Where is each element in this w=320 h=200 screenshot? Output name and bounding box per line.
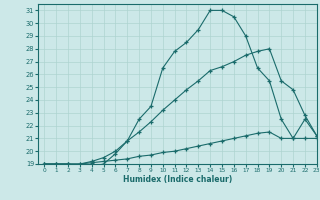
X-axis label: Humidex (Indice chaleur): Humidex (Indice chaleur) bbox=[123, 175, 232, 184]
